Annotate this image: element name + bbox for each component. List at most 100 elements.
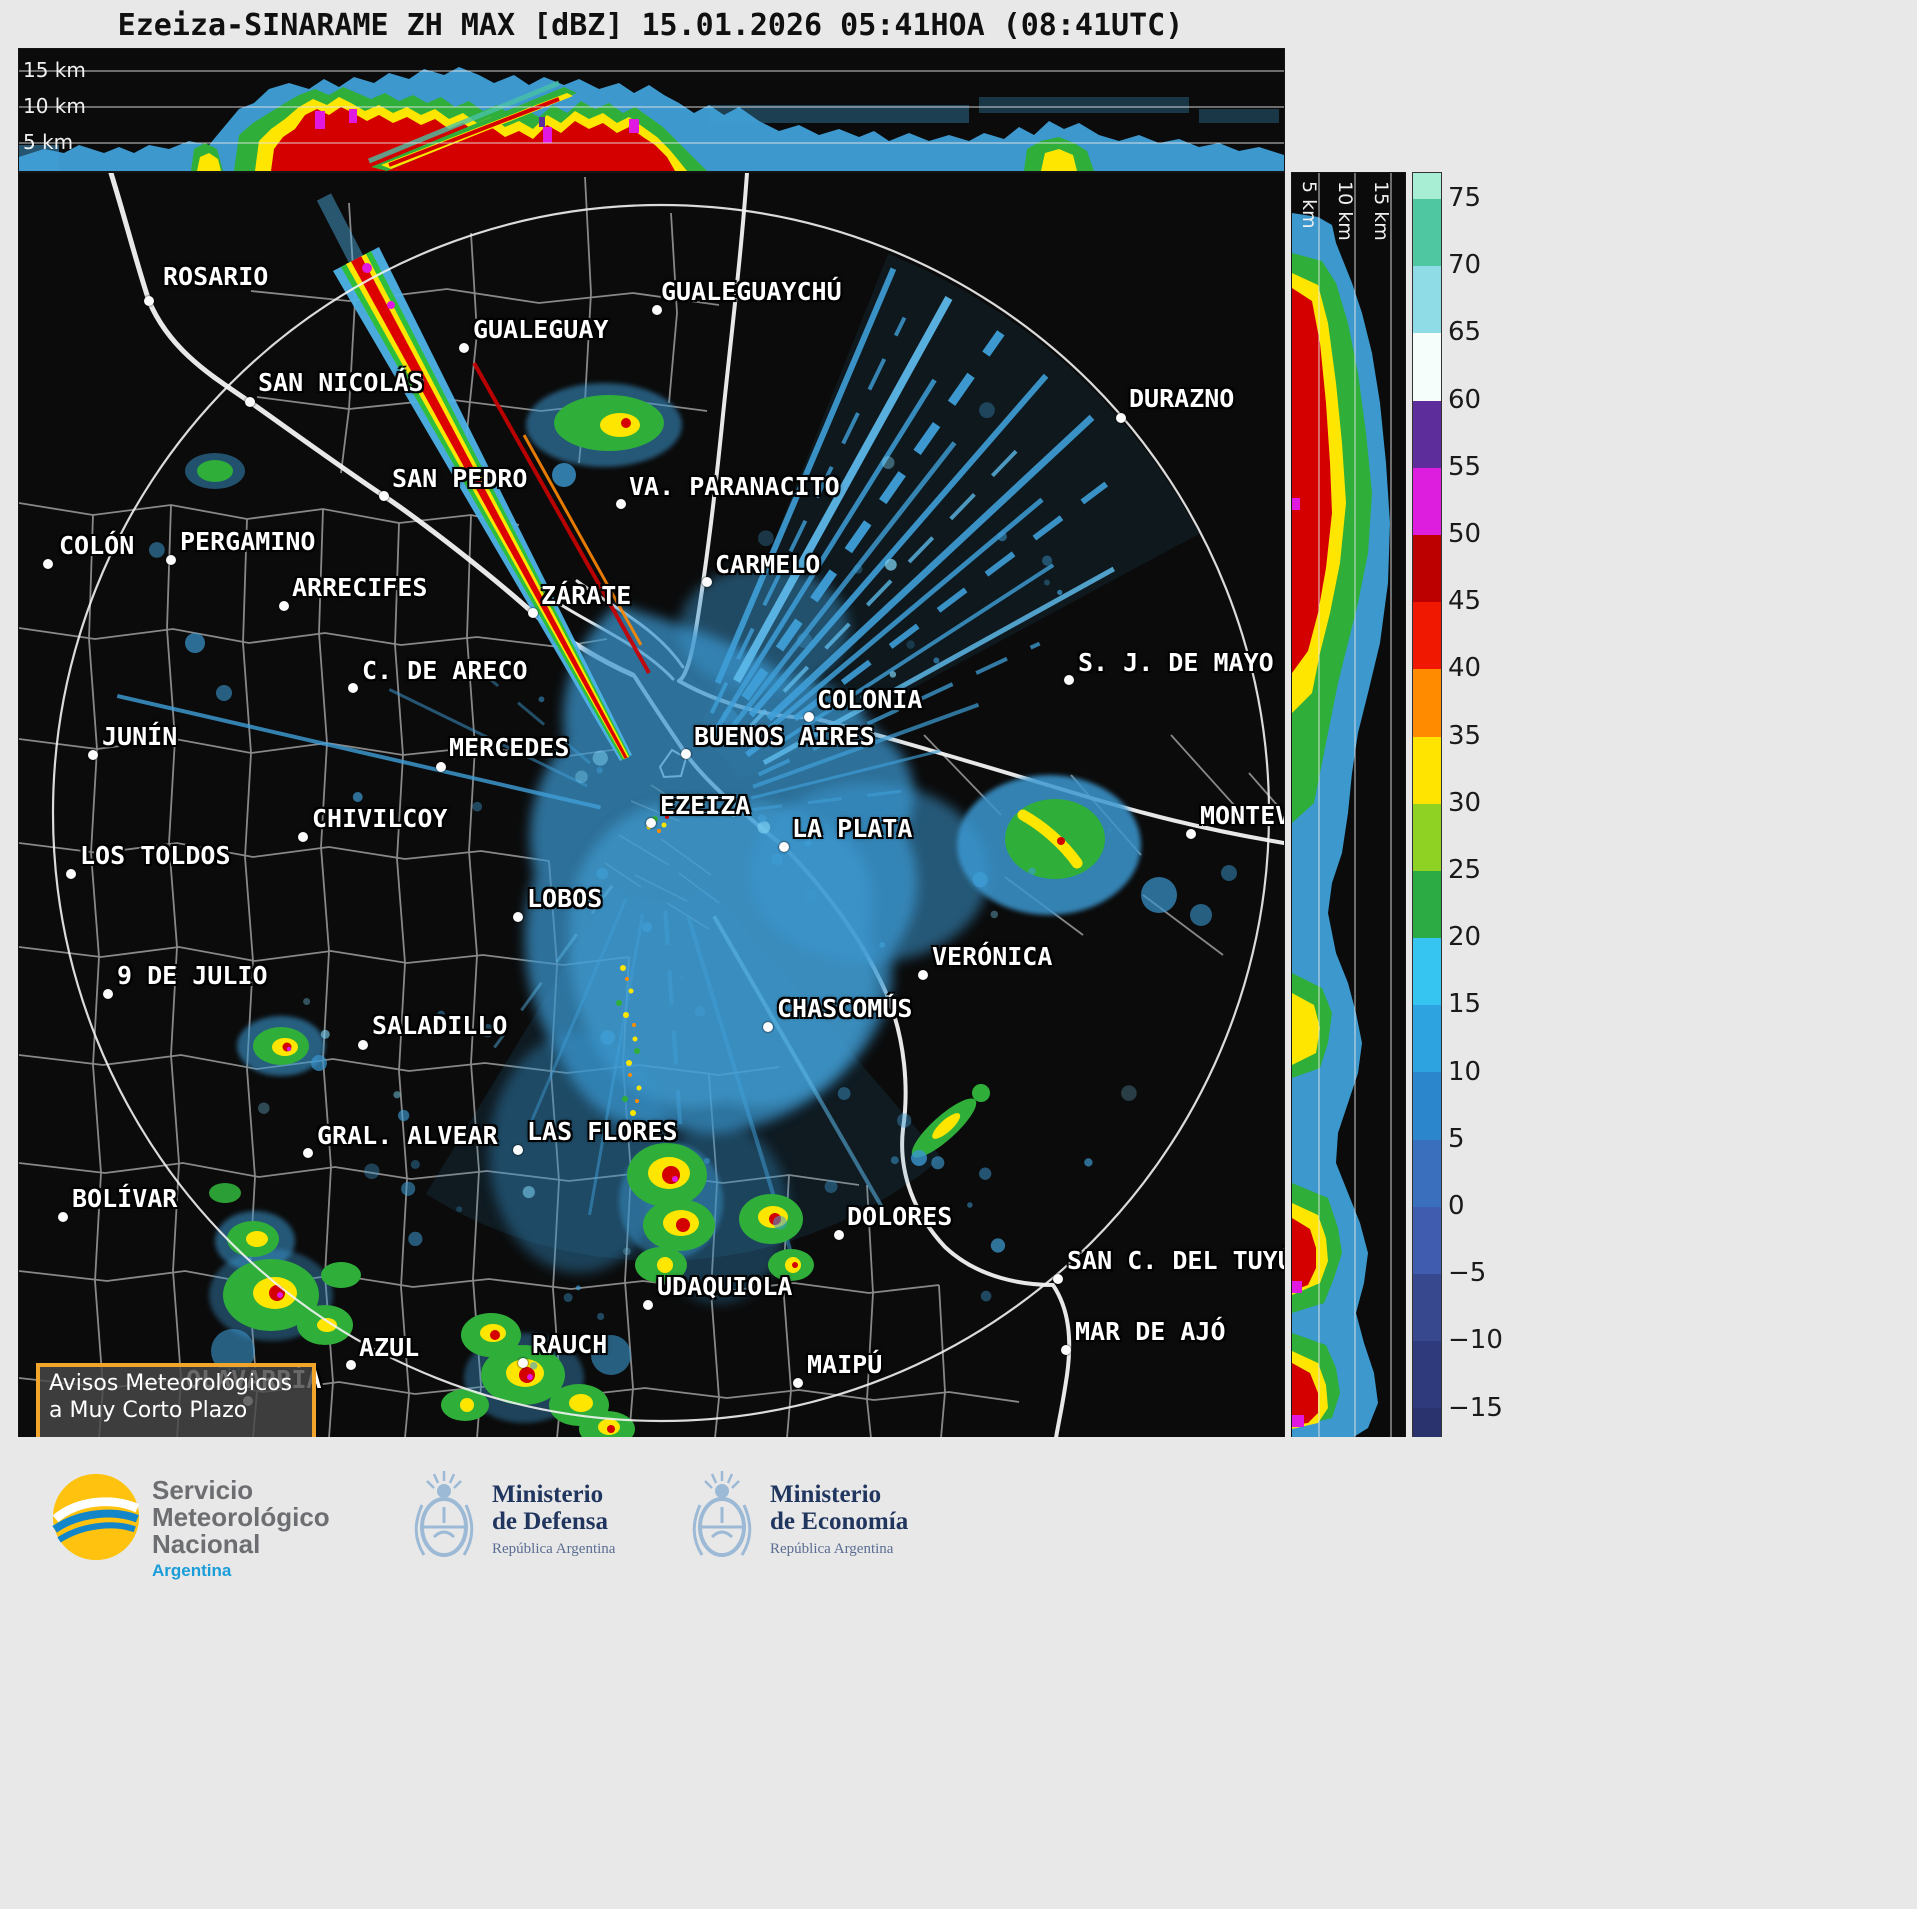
colorbar-tick-label: −10 [1448, 1325, 1503, 1356]
city-dot [681, 749, 691, 759]
city-dot [646, 818, 656, 828]
colorbar-tick-label: 65 [1448, 317, 1482, 348]
city-label: BOLÍVAR [72, 1184, 178, 1213]
city-dot [58, 1212, 68, 1222]
colorbar-tick-label: 50 [1448, 519, 1482, 549]
city-label: C. DE ARECO [362, 656, 528, 685]
city-dot [346, 1360, 356, 1370]
colorbar-segment [1413, 1206, 1441, 1274]
colorbar-tick-label: 0 [1448, 1191, 1465, 1221]
city-label: VA. PARANACITO [629, 472, 840, 501]
colorbar-segment [1413, 199, 1441, 267]
city-label: DURAZNO [1129, 384, 1235, 413]
colorbar-tick-label: 55 [1448, 451, 1482, 482]
colorbar-tick-label: 5 [1448, 1123, 1465, 1154]
colorbar-segment [1413, 1408, 1441, 1437]
dbz-colorbar-labels: 75 70 65 60 55 50 45 40 35 30 25 20 15 10 5 0 −5 −10 −15 [1448, 172, 1528, 1437]
smn-wordmark: Servicio Meteorológico Nacional Argentin… [152, 1477, 330, 1581]
smn-line-1: Servicio [152, 1475, 254, 1505]
colorbar-segment [1413, 669, 1441, 737]
colorbar-segment [1413, 266, 1441, 334]
city-dot [804, 712, 814, 722]
height-label: 15 km [1370, 181, 1392, 241]
city-dot [834, 1230, 844, 1240]
city-dot [1064, 675, 1074, 685]
colorbar-tick-label: 45 [1448, 586, 1482, 617]
height-label: 10 km [1334, 181, 1356, 241]
city-layer: ROSARIO GUALEGUAYCHÚ GUALEGUAY SAN NICOLÁS D… [19, 173, 1284, 1438]
ministry-economia-wordmark: Ministerio de Economía República Argenti… [770, 1481, 908, 1558]
city-label: MONTEVIDEO [1200, 801, 1284, 830]
colorbar-segment [1413, 938, 1441, 1006]
city-dot [66, 869, 76, 879]
warning-line-2: a Muy Corto Plazo [49, 1398, 248, 1423]
colorbar-tick-label: 15 [1448, 989, 1482, 1020]
colorbar-segment [1413, 803, 1441, 871]
height-label: 15 km [23, 58, 86, 82]
colorbar-tick-label: 70 [1448, 250, 1482, 281]
colorbar-segment [1413, 1274, 1441, 1342]
colorbar-segment [1413, 1005, 1441, 1073]
city-label: S. J. DE MAYO [1078, 648, 1274, 677]
coat-of-arms-icon [408, 1469, 480, 1565]
ministry-defensa-wordmark: Ministerio de Defensa República Argentin… [492, 1481, 615, 1558]
height-label: 10 km [23, 94, 86, 118]
city-label: CARMELO [715, 550, 821, 579]
ministry-economia-line-2: de Economía [770, 1508, 909, 1535]
ministry-economia-line-1: Ministerio [770, 1481, 882, 1508]
city-dot [144, 296, 154, 306]
city-label: CHASCOMÚS [777, 994, 913, 1023]
range-ring [51, 203, 1271, 1423]
radar-map-graphic [19, 173, 1284, 1438]
colorbar-tick-label: 30 [1448, 787, 1482, 818]
city-dot [103, 989, 113, 999]
colorbar-tick-label: 20 [1448, 922, 1482, 953]
colorbar-tick-label: 25 [1448, 855, 1482, 885]
city-label: EZEIZA [660, 791, 751, 820]
colorbar-segment [1413, 400, 1441, 468]
city-dot [763, 1022, 773, 1032]
city-label: SAN NICOLÁS [258, 368, 424, 397]
city-dot [702, 577, 712, 587]
city-label: AZUL [359, 1333, 420, 1362]
right-cross-section-panel: 5 km 10 km 15 km [1291, 172, 1406, 1439]
city-label: LOS TOLDOS [80, 841, 231, 870]
top-cross-section-panel: 15 km 10 km 5 km [18, 48, 1285, 172]
height-label: 5 km [23, 130, 74, 154]
footer: Servicio Meteorológico Nacional Argentin… [0, 1437, 1917, 1909]
city-dot [459, 343, 469, 353]
city-label: GRAL. ALVEAR [317, 1121, 498, 1150]
city-label: GUALEGUAYCHÚ [661, 277, 842, 306]
city-label: CHIVILCOY [312, 804, 448, 833]
city-label: 9 DE JULIO [117, 961, 268, 990]
colorbar-tick-label: −15 [1448, 1392, 1503, 1423]
top-cross-section-graphic [19, 67, 1284, 171]
ministry-defensa-line-1: Ministerio [492, 1481, 604, 1508]
smn-line-2: Meteorológico [152, 1502, 330, 1532]
city-dot [88, 750, 98, 760]
warning-banner: Avisos Meteorológicos a Muy Corto Plazo [36, 1363, 316, 1438]
ministry-defensa-line-2: de Defensa [492, 1508, 608, 1535]
colorbar-segment [1413, 1072, 1441, 1140]
city-dot [1061, 1345, 1071, 1355]
city-label: ROSARIO [163, 262, 269, 291]
coat-of-arms-icon [686, 1469, 758, 1565]
colorbar-segment [1413, 333, 1441, 401]
colorbar-tick-label: 35 [1448, 720, 1482, 751]
city-dot [245, 397, 255, 407]
city-label: SALADILLO [372, 1011, 508, 1040]
colorbar-tick-label: 75 [1448, 183, 1482, 213]
colorbar-segment [1413, 534, 1441, 603]
city-dot [298, 832, 308, 842]
figure-title: Ezeiza-SINARAME ZH MAX [dBZ] 15.01.2026 … [117, 8, 1184, 43]
smn-logo-icon [52, 1473, 140, 1561]
warning-line-1: Avisos Meteorológicos [49, 1371, 293, 1396]
dbz-colorbar [1412, 172, 1442, 1439]
city-dot [528, 608, 538, 618]
city-label: MAR DE AJÓ [1075, 1317, 1226, 1346]
city-label: MERCEDES [449, 733, 570, 762]
city-label: VERÓNICA [932, 942, 1053, 971]
ministry-defensa-sub: República Argentina [492, 1541, 616, 1557]
city-label: LAS FLORES [527, 1117, 678, 1146]
